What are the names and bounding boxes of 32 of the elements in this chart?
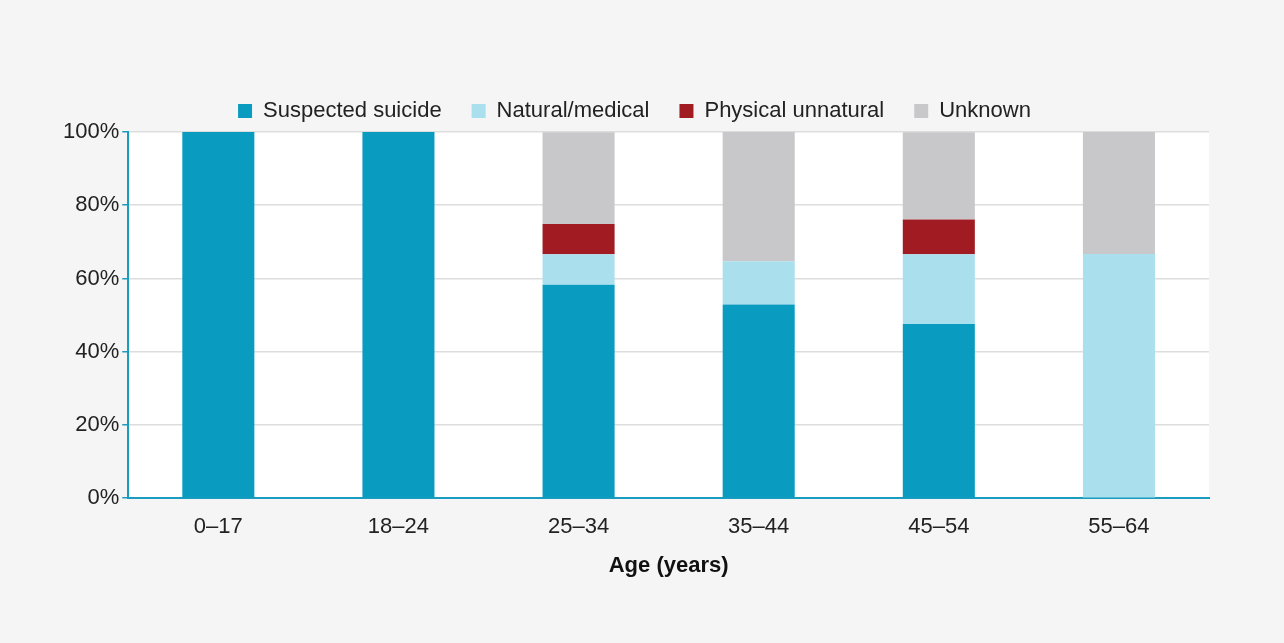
bar	[542, 254, 615, 285]
bar	[542, 132, 615, 224]
y-tick-label: 20%	[75, 411, 120, 437]
x-tick-label: 18–24	[367, 513, 430, 539]
legend-label: Physical unnatural	[704, 97, 885, 123]
y-tick-label: 100%	[62, 118, 120, 144]
x-tick-label: 25–34	[547, 513, 610, 539]
legend-label: Unknown	[939, 97, 1031, 123]
bar	[902, 254, 975, 324]
bar	[722, 132, 795, 262]
bar	[902, 219, 975, 255]
y-tick-label: 40%	[75, 337, 120, 363]
legend-label: Suspected suicide	[263, 97, 442, 123]
y-tick-label: 60%	[75, 264, 120, 290]
bar	[722, 261, 795, 305]
bar	[182, 132, 255, 498]
bar	[542, 284, 615, 498]
y-tick-label: 80%	[75, 191, 120, 217]
x-tick-label: 0–17	[193, 513, 243, 539]
x-tick-label: 45–54	[908, 513, 970, 539]
bar	[902, 132, 975, 220]
bar	[542, 223, 615, 255]
bar	[1082, 132, 1155, 254]
x-tick-label: 35–44	[728, 513, 790, 539]
bar	[362, 132, 435, 498]
x-axis-title: Age (years)	[608, 551, 729, 577]
bar	[722, 304, 795, 498]
bar	[902, 323, 975, 498]
x-tick-label: 55–64	[1088, 513, 1150, 539]
bar	[1082, 253, 1155, 498]
y-tick-label: 0%	[87, 484, 120, 510]
legend-label: Natural/medical	[496, 97, 650, 123]
